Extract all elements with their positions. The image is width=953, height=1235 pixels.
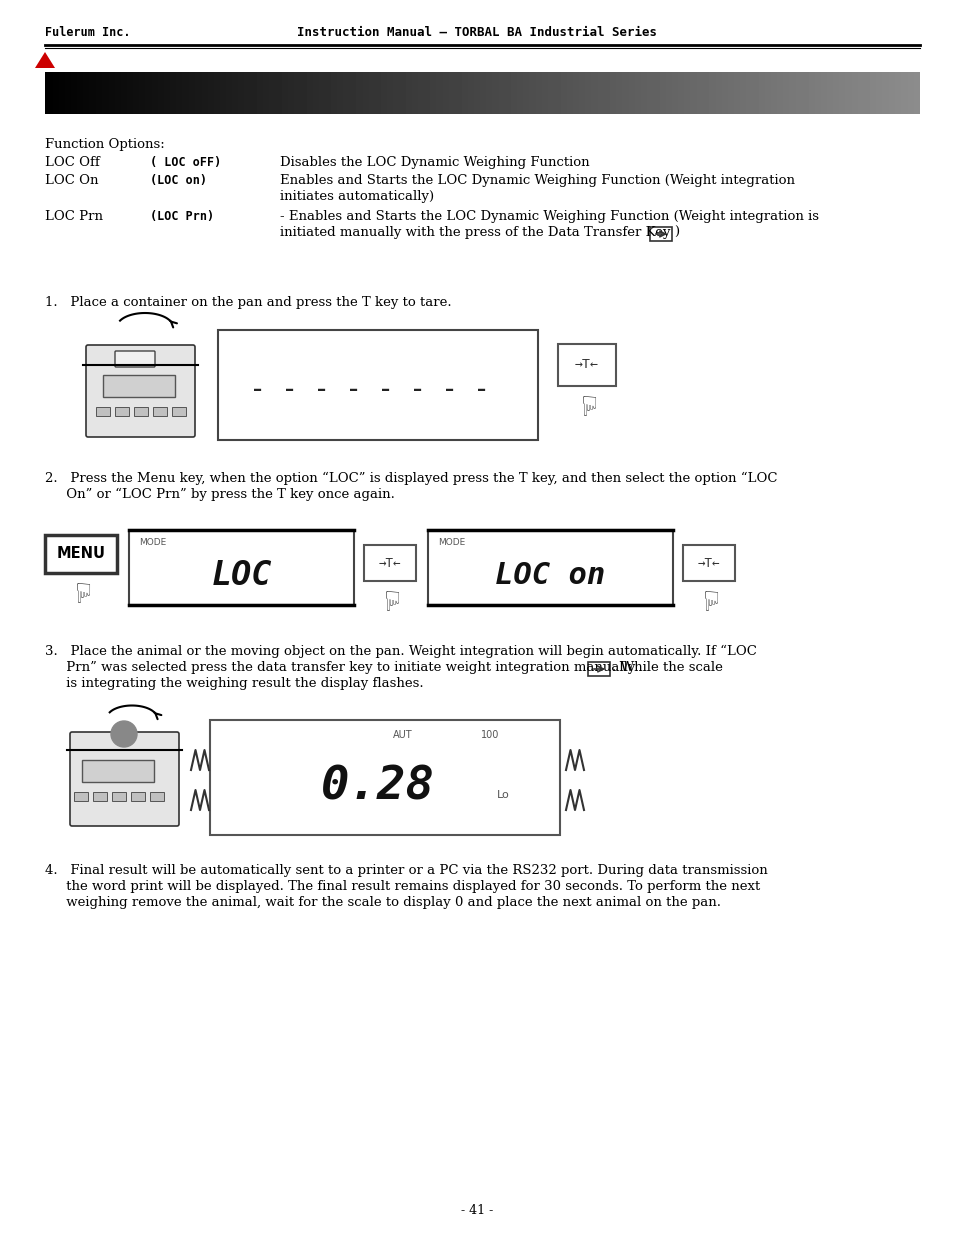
Text: initiates automatically): initiates automatically) <box>280 190 434 203</box>
Text: LOC Off: LOC Off <box>45 156 100 169</box>
Bar <box>682 545 734 580</box>
FancyBboxPatch shape <box>70 732 179 826</box>
Text: →T←: →T← <box>697 557 720 571</box>
Bar <box>129 530 354 605</box>
Text: ☝: ☝ <box>700 583 717 611</box>
Bar <box>150 792 164 802</box>
Text: LOC on: LOC on <box>495 561 605 590</box>
FancyBboxPatch shape <box>86 345 194 437</box>
Bar <box>112 792 126 802</box>
Bar <box>649 227 671 241</box>
Text: - 41 -: - 41 - <box>460 1203 493 1216</box>
Polygon shape <box>35 52 55 68</box>
Text: 2.   Press the Menu key, when the option “LOC” is displayed press the T key, and: 2. Press the Menu key, when the option “… <box>45 472 777 485</box>
Text: –: – <box>476 382 486 399</box>
Text: 3.   Place the animal or the moving object on the pan. Weight integration will b: 3. Place the animal or the moving object… <box>45 645 756 658</box>
Text: MODE: MODE <box>139 538 166 547</box>
Text: Instruction Manual – TORBAL BA Industrial Series: Instruction Manual – TORBAL BA Industria… <box>296 26 657 38</box>
Text: Disables the LOC Dynamic Weighing Function: Disables the LOC Dynamic Weighing Functi… <box>280 156 589 169</box>
Text: LOC On: LOC On <box>45 174 98 186</box>
Text: Fulerum Inc.: Fulerum Inc. <box>45 26 131 38</box>
Text: LOC: LOC <box>452 79 501 107</box>
Bar <box>45 535 117 573</box>
Text: –: – <box>381 382 390 399</box>
Bar <box>96 408 110 416</box>
Text: . While the scale: . While the scale <box>612 661 722 674</box>
Bar <box>364 545 416 580</box>
Bar <box>103 375 174 396</box>
Text: weighing remove the animal, wait for the scale to display 0 and place the next a: weighing remove the animal, wait for the… <box>45 897 720 909</box>
Text: 0.28: 0.28 <box>320 764 435 810</box>
FancyBboxPatch shape <box>115 351 154 367</box>
Text: ☝: ☝ <box>578 388 595 416</box>
Text: MODE: MODE <box>437 538 465 547</box>
Text: is integrating the weighing result the display flashes.: is integrating the weighing result the d… <box>45 677 423 690</box>
Bar <box>74 792 88 802</box>
Text: Enables and Starts the LOC Dynamic Weighing Function (Weight integration: Enables and Starts the LOC Dynamic Weigh… <box>280 174 794 186</box>
Text: –: – <box>317 382 326 399</box>
Bar <box>172 408 186 416</box>
Text: –: – <box>445 382 454 399</box>
Text: Lo: Lo <box>497 789 509 800</box>
Bar <box>152 408 167 416</box>
Text: On” or “LOC Prn” by press the T key once again.: On” or “LOC Prn” by press the T key once… <box>45 488 395 501</box>
Bar <box>131 792 145 802</box>
Text: ☝: ☝ <box>72 576 90 603</box>
Text: Function Options:: Function Options: <box>45 138 165 151</box>
Bar <box>210 720 559 835</box>
Bar <box>558 345 616 387</box>
Text: (LOC Prn): (LOC Prn) <box>150 210 213 224</box>
Text: 100: 100 <box>480 730 498 740</box>
Text: Prn” was selected press the data transfer key to initiate weight integration man: Prn” was selected press the data transfe… <box>45 661 635 674</box>
Text: 4.   Final result will be automatically sent to a printer or a PC via the RS232 : 4. Final result will be automatically se… <box>45 864 767 877</box>
Bar <box>133 408 148 416</box>
Text: –: – <box>413 382 422 399</box>
Text: - Enables and Starts the LOC Dynamic Weighing Function (Weight integration is: - Enables and Starts the LOC Dynamic Wei… <box>280 210 818 224</box>
Text: ☝: ☝ <box>381 583 398 611</box>
Text: –: – <box>285 382 294 399</box>
Text: –: – <box>253 382 262 399</box>
Bar <box>115 408 129 416</box>
Text: initiated manually with the press of the Data Transfer Key: initiated manually with the press of the… <box>280 226 670 240</box>
Bar <box>92 792 107 802</box>
Bar <box>218 330 537 440</box>
Bar <box>82 760 153 782</box>
Text: MENU: MENU <box>56 547 106 562</box>
Text: LOC: LOC <box>212 559 272 592</box>
Text: (LOC on): (LOC on) <box>150 174 207 186</box>
Text: the word print will be displayed. The final result remains displayed for 30 seco: the word print will be displayed. The fi… <box>45 881 760 893</box>
Text: AUT: AUT <box>393 730 412 740</box>
Text: ( LOC oFF): ( LOC oFF) <box>150 156 221 169</box>
Text: →T←: →T← <box>575 358 598 370</box>
Bar <box>587 662 609 676</box>
Text: ): ) <box>673 226 679 240</box>
Text: –: – <box>349 382 358 399</box>
Text: →T←: →T← <box>378 557 401 571</box>
Text: LOC Prn: LOC Prn <box>45 210 103 224</box>
Bar <box>428 530 672 605</box>
Text: 1.   Place a container on the pan and press the T key to tare.: 1. Place a container on the pan and pres… <box>45 296 451 309</box>
Circle shape <box>111 721 137 747</box>
